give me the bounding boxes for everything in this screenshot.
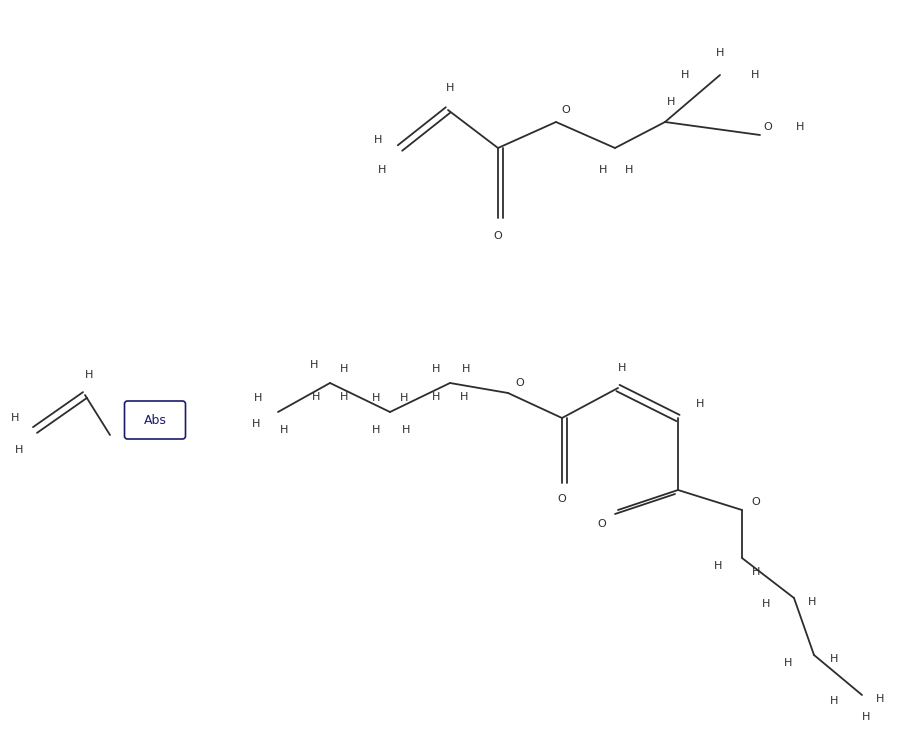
Text: H: H (666, 97, 675, 107)
Text: H: H (402, 425, 410, 435)
Text: H: H (15, 445, 23, 455)
Text: H: H (462, 364, 470, 374)
Text: H: H (714, 561, 722, 571)
Text: H: H (460, 392, 468, 402)
Text: H: H (716, 48, 724, 58)
Text: O: O (557, 494, 566, 504)
Text: H: H (340, 364, 348, 374)
Text: H: H (252, 419, 260, 429)
Text: O: O (764, 122, 772, 132)
Text: H: H (862, 712, 870, 722)
Text: H: H (312, 392, 320, 402)
Text: H: H (830, 654, 838, 664)
Text: O: O (598, 519, 607, 529)
Text: H: H (751, 70, 759, 80)
Text: H: H (280, 425, 288, 435)
Text: H: H (309, 360, 319, 370)
Text: H: H (752, 567, 760, 577)
Text: H: H (599, 165, 607, 175)
Text: O: O (562, 105, 570, 115)
Text: H: H (696, 399, 704, 409)
Text: H: H (431, 364, 441, 374)
Text: H: H (784, 658, 792, 668)
Text: H: H (808, 597, 816, 607)
Text: H: H (431, 392, 441, 402)
Text: H: H (372, 393, 380, 403)
Text: H: H (796, 122, 804, 132)
Text: H: H (830, 696, 838, 706)
Text: H: H (84, 370, 94, 380)
Text: H: H (340, 392, 348, 402)
FancyBboxPatch shape (125, 401, 185, 439)
Text: Abs: Abs (143, 414, 166, 426)
Text: O: O (494, 231, 502, 241)
Text: H: H (762, 599, 770, 609)
Text: H: H (253, 393, 263, 403)
Text: H: H (618, 363, 626, 373)
Text: O: O (752, 497, 760, 507)
Text: H: H (372, 425, 380, 435)
Text: H: H (876, 694, 884, 704)
Text: O: O (516, 378, 524, 388)
Text: H: H (374, 135, 382, 145)
Text: H: H (681, 70, 689, 80)
Text: H: H (446, 83, 454, 93)
Text: H: H (11, 413, 19, 423)
Text: H: H (625, 165, 633, 175)
Text: H: H (378, 165, 386, 175)
Text: H: H (400, 393, 409, 403)
